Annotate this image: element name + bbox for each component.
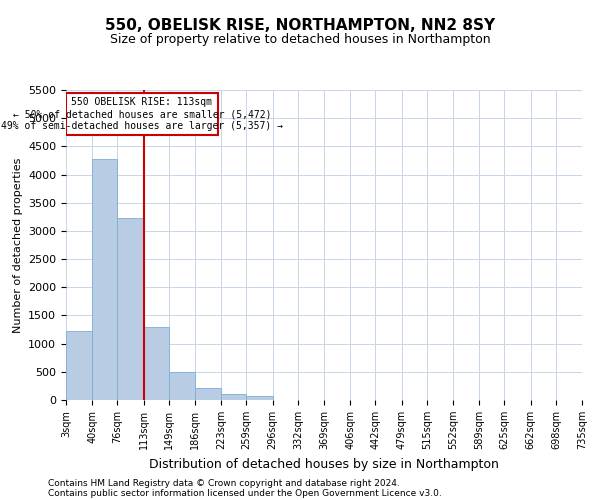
Text: Size of property relative to detached houses in Northampton: Size of property relative to detached ho… (110, 32, 490, 46)
Bar (195, 388, 221, 400)
Bar (247, 396, 272, 400)
Text: 49% of semi-detached houses are larger (5,357) →: 49% of semi-detached houses are larger (… (1, 121, 283, 131)
Text: Contains HM Land Registry data © Crown copyright and database right 2024.: Contains HM Land Registry data © Crown c… (48, 478, 400, 488)
Text: ← 50% of detached houses are smaller (5,472): ← 50% of detached houses are smaller (5,… (13, 109, 271, 119)
Bar (221, 394, 247, 400)
Bar (92, 159, 118, 400)
Bar (118, 218, 143, 400)
Bar (143, 328, 169, 400)
Text: Contains public sector information licensed under the Open Government Licence v3: Contains public sector information licen… (48, 488, 442, 498)
Y-axis label: Number of detached properties: Number of detached properties (13, 158, 23, 332)
FancyBboxPatch shape (66, 93, 218, 134)
Text: 550, OBELISK RISE, NORTHAMPTON, NN2 8SY: 550, OBELISK RISE, NORTHAMPTON, NN2 8SY (105, 18, 495, 32)
Bar (66, 330, 92, 400)
Bar (169, 372, 195, 400)
X-axis label: Distribution of detached houses by size in Northampton: Distribution of detached houses by size … (149, 458, 499, 470)
Text: 550 OBELISK RISE: 113sqm: 550 OBELISK RISE: 113sqm (71, 98, 212, 108)
